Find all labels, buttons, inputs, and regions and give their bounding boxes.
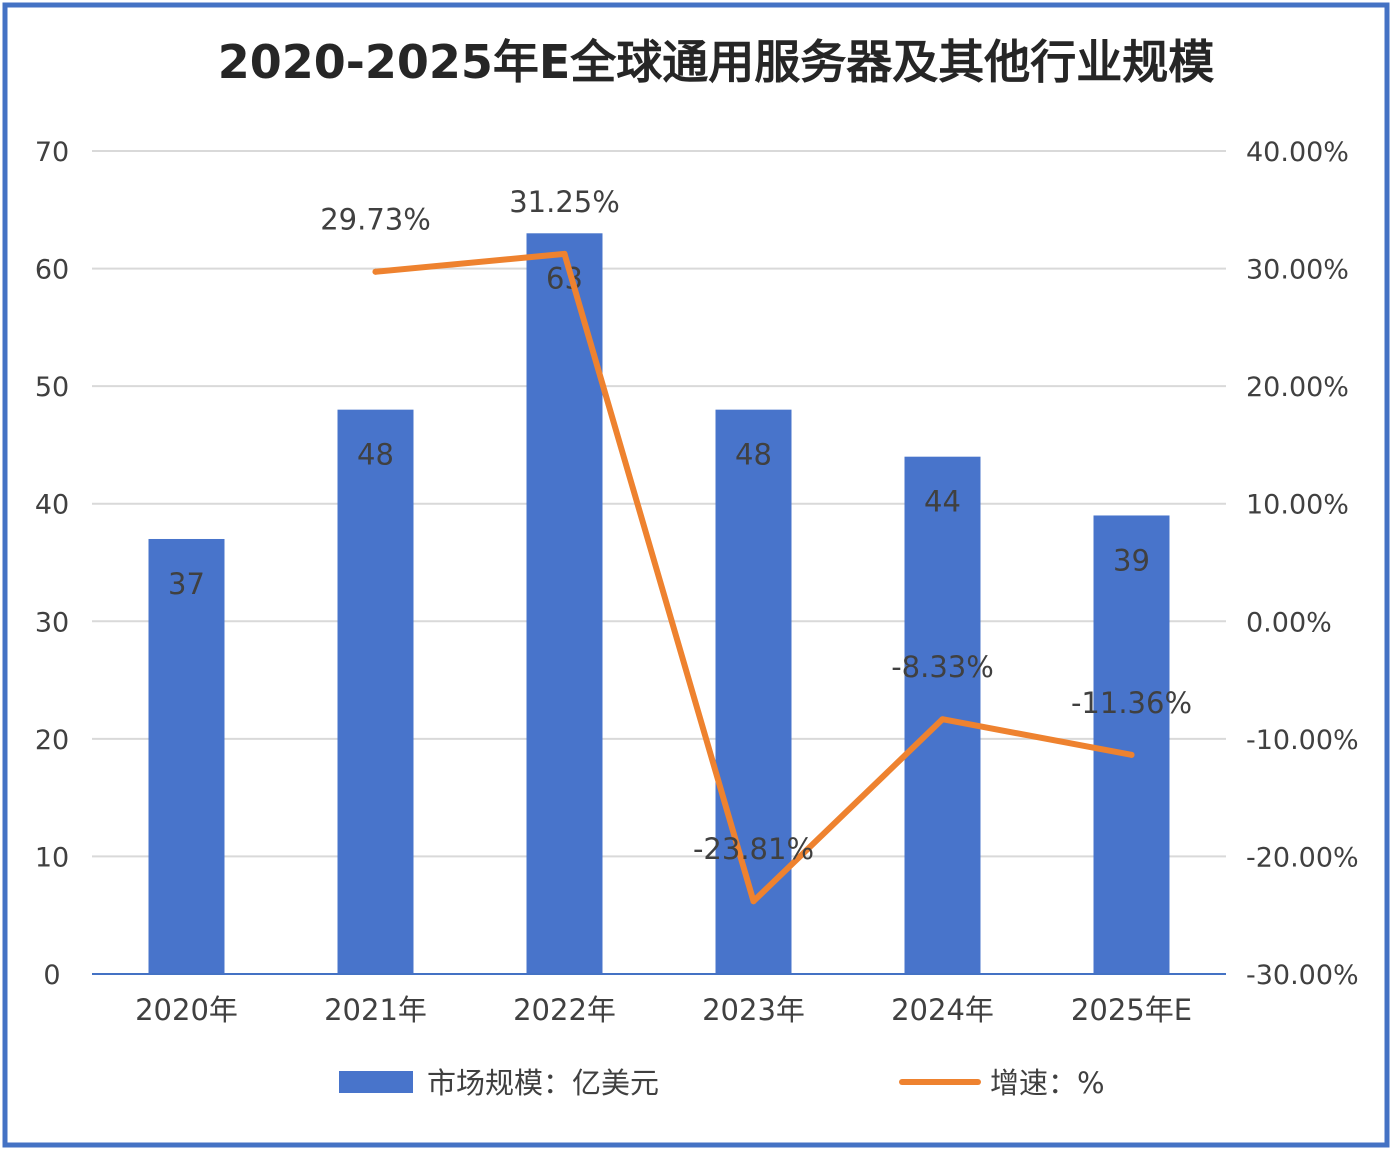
line-value-label: -11.36% (1071, 686, 1192, 720)
left-tick-label: 40 (35, 490, 69, 521)
category-label: 2023年 (702, 993, 805, 1027)
right-tick-label: 40.00% (1246, 137, 1349, 168)
bar-value-label: 48 (735, 438, 772, 472)
category-label: 2024年 (891, 993, 994, 1027)
bar-value-label: 48 (357, 438, 394, 472)
line-value-label: 29.73% (320, 203, 431, 237)
category-label: 2022年 (513, 993, 616, 1027)
left-tick-label: 10 (35, 842, 69, 873)
category-axis: 2020年 2021年 2022年 2023年 2024年 2025年E (135, 993, 1192, 1027)
line-labels: 29.73% 31.25% -23.81% -8.33% -11.36% (320, 185, 1192, 866)
right-tick-label: -20.00% (1246, 842, 1359, 873)
line-point (372, 268, 379, 275)
bar (1093, 515, 1170, 974)
left-tick-label: 20 (35, 725, 69, 756)
line-point (561, 250, 568, 257)
bar-value-label: 37 (168, 567, 205, 601)
bar (904, 456, 981, 975)
bar (148, 538, 225, 974)
right-tick-label: 30.00% (1246, 255, 1349, 286)
bar-series (148, 233, 1170, 975)
left-tick-label: 70 (35, 137, 69, 168)
left-tick-label: 0 (43, 960, 60, 991)
bar (715, 409, 792, 975)
bar (526, 233, 603, 975)
line-value-label: -8.33% (891, 650, 994, 684)
left-tick-label: 60 (35, 255, 69, 286)
right-tick-label: 20.00% (1246, 372, 1349, 403)
line-value-label: -23.81% (693, 832, 814, 866)
bar-value-label: 44 (924, 485, 961, 519)
left-tick-label: 50 (35, 372, 69, 403)
category-label: 2021年 (324, 993, 427, 1027)
category-label: 2025年E (1071, 993, 1192, 1027)
line-value-label: 31.25% (509, 185, 620, 219)
legend-bar-label: 市场规模：亿美元 (427, 1066, 659, 1100)
bar-value-label: 39 (1113, 543, 1150, 577)
legend-line-label: 增速：% (990, 1066, 1105, 1100)
line-series (372, 250, 1135, 905)
category-label: 2020年 (135, 993, 238, 1027)
left-axis: 0 10 20 30 40 50 60 70 (35, 137, 69, 991)
right-axis: -30.00% -20.00% -10.00% 0.00% 10.00% 20.00% 30… (1246, 137, 1359, 991)
bar (337, 409, 414, 975)
right-tick-label: -10.00% (1246, 725, 1359, 756)
legend: 市场规模：亿美元 增速：% (339, 1066, 1105, 1100)
left-tick-label: 30 (35, 607, 69, 638)
right-tick-label: 0.00% (1246, 607, 1332, 638)
chart-title: 2020-2025年E全球通用服务器及其他行业规模 (218, 35, 1215, 89)
line-point (939, 716, 946, 723)
legend-bar-swatch (339, 1071, 413, 1093)
right-tick-label: -30.00% (1246, 960, 1359, 991)
right-tick-label: 10.00% (1246, 490, 1349, 521)
line-point (750, 898, 757, 905)
line-point (1128, 751, 1135, 758)
